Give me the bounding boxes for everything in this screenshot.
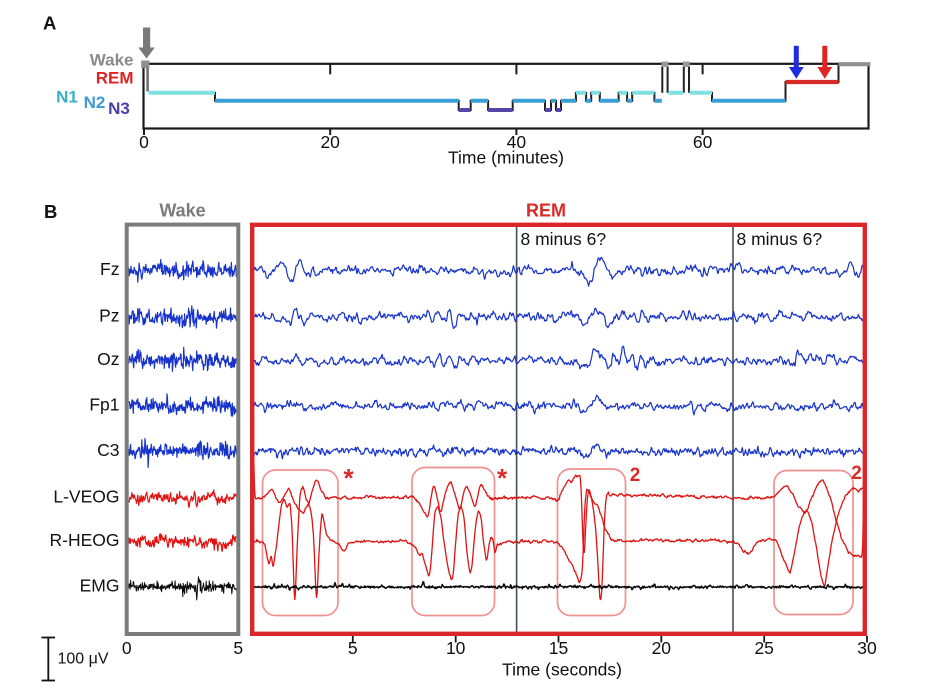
svg-text:EMG: EMG — [80, 576, 120, 596]
svg-text:15: 15 — [549, 638, 568, 658]
svg-text:40: 40 — [507, 132, 527, 152]
svg-text:REM: REM — [96, 68, 134, 87]
svg-text:5: 5 — [348, 638, 358, 658]
svg-text:100 μV: 100 μV — [58, 651, 109, 668]
svg-text:Pz: Pz — [99, 306, 119, 326]
svg-text:5: 5 — [233, 638, 243, 658]
svg-text:2: 2 — [630, 465, 641, 486]
svg-text:A: A — [43, 13, 56, 34]
svg-text:Fp1: Fp1 — [89, 395, 119, 415]
svg-text:8 minus 6?: 8 minus 6? — [737, 229, 823, 249]
svg-text:R-HEOG: R-HEOG — [50, 530, 120, 550]
svg-text:20: 20 — [652, 638, 672, 658]
svg-text:Time (seconds): Time (seconds) — [502, 660, 622, 680]
svg-text:25: 25 — [754, 638, 773, 658]
svg-text:C3: C3 — [97, 440, 119, 460]
svg-text:0: 0 — [139, 132, 149, 152]
svg-text:Wake: Wake — [159, 200, 205, 220]
svg-text:20: 20 — [320, 132, 340, 152]
svg-text:N1: N1 — [56, 87, 78, 106]
svg-text:60: 60 — [693, 132, 713, 152]
svg-text:0: 0 — [122, 638, 132, 658]
svg-text:Oz: Oz — [97, 349, 119, 369]
svg-text:*: * — [497, 463, 508, 493]
svg-text:Time (minutes): Time (minutes) — [448, 148, 564, 168]
svg-text:8 minus 6?: 8 minus 6? — [521, 229, 607, 249]
svg-text:Fz: Fz — [100, 259, 119, 279]
svg-text:L-VEOG: L-VEOG — [53, 487, 119, 507]
svg-text:2: 2 — [851, 463, 862, 484]
svg-text:Wake: Wake — [90, 50, 134, 69]
svg-text:N2: N2 — [84, 93, 106, 112]
svg-text:30: 30 — [857, 638, 877, 658]
svg-text:*: * — [343, 463, 354, 493]
svg-text:10: 10 — [446, 638, 466, 658]
svg-text:REM: REM — [526, 200, 566, 220]
svg-text:B: B — [44, 201, 57, 222]
svg-text:N3: N3 — [108, 99, 130, 118]
